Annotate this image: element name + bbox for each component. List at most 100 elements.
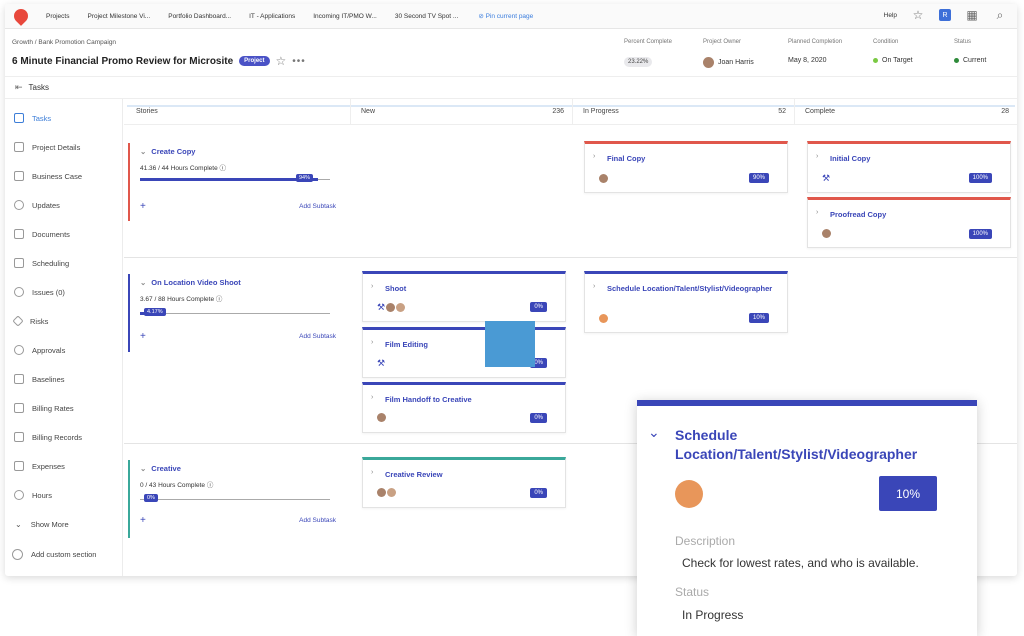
assignees: ⚒ xyxy=(377,358,385,369)
sidebar-item-baselines[interactable]: Baselines xyxy=(5,369,123,389)
sidebar-item-documents[interactable]: Documents xyxy=(5,224,123,244)
story-name: ⌄ Create Copy xyxy=(140,147,346,156)
assignee-avatar[interactable] xyxy=(377,413,386,422)
chevron-right-icon[interactable]: › xyxy=(816,153,819,160)
percent-complete-pill: 23.22% xyxy=(624,57,653,67)
sidebar-item-business-case[interactable]: Business Case xyxy=(5,166,123,186)
sidebar-item-expenses[interactable]: Expenses xyxy=(5,456,123,476)
search-icon[interactable]: ⌕ xyxy=(996,7,1004,22)
grid-menu-icon[interactable]: ▦ xyxy=(966,8,978,22)
tab-it-applications[interactable]: IT - Applications xyxy=(249,12,296,20)
chevron-right-icon[interactable]: › xyxy=(593,283,596,290)
story-name: ⌄ Creative xyxy=(140,464,346,473)
top-navigation-bar: Projects Project Milestone Vi... Portfol… xyxy=(5,4,1017,29)
sidebar-item-billing-rates[interactable]: Billing Rates xyxy=(5,398,123,418)
assignee-avatar[interactable] xyxy=(396,303,406,312)
story-create-copy[interactable]: ⌄ Create Copy 41.36 / 44 Hours Complete ⓘ… xyxy=(128,143,346,221)
condition-value[interactable]: On Target xyxy=(873,57,913,64)
task-percent-badge: 10% xyxy=(748,313,769,323)
assignee-avatar[interactable] xyxy=(377,488,386,497)
assignee-avatar[interactable] xyxy=(387,488,396,497)
sidebar-item-label: Expenses xyxy=(32,461,65,471)
story-creative[interactable]: ⌄ Creative 0 / 43 Hours Complete ⓘ 0% + A… xyxy=(128,460,346,538)
sidebar-item-approvals[interactable]: Approvals xyxy=(5,340,123,360)
user-avatar[interactable]: R xyxy=(939,9,951,21)
add-subtask-link[interactable]: Add Subtask xyxy=(299,517,336,524)
task-card-shoot[interactable]: › Shoot ⚒ 0% xyxy=(362,271,566,322)
sidebar-item-add-custom-section[interactable]: Add custom section xyxy=(5,544,123,564)
assignees: ⚒ xyxy=(822,173,830,184)
chevron-down-icon[interactable]: ⌄ xyxy=(648,424,660,440)
more-options-icon[interactable]: ••• xyxy=(292,55,306,67)
story-on-location-video-shoot[interactable]: ⌄ On Location Video Shoot 3.67 / 88 Hours… xyxy=(128,274,346,352)
help-link[interactable]: Help xyxy=(883,11,897,19)
app-logo-icon[interactable] xyxy=(11,6,31,26)
task-card-schedule[interactable]: › Schedule Location/Talent/Stylist/Video… xyxy=(584,271,788,333)
info-icon[interactable]: ⓘ xyxy=(206,482,214,489)
tab-incoming-it-pmo[interactable]: Incoming IT/PMO W... xyxy=(313,12,377,20)
sidebar-item-label: Issues (0) xyxy=(32,287,65,297)
chevron-down-icon: ⌄ xyxy=(140,278,147,287)
task-card-creative-review[interactable]: › Creative Review 0% xyxy=(362,457,566,508)
project-owner-value[interactable]: Joan Harris xyxy=(703,57,754,68)
tab-project-milestone[interactable]: Project Milestone Vi... xyxy=(87,12,151,20)
assignee-avatar[interactable] xyxy=(675,480,703,508)
chevron-right-icon[interactable]: › xyxy=(816,209,819,216)
info-icon[interactable]: ⓘ xyxy=(219,165,227,172)
sidebar-item-tasks[interactable]: Tasks xyxy=(5,108,123,128)
favorite-star-icon[interactable]: ☆ xyxy=(275,54,287,68)
breadcrumb[interactable]: Growth / Bank Promotion Campaign xyxy=(12,39,117,46)
owner-name: Joan Harris xyxy=(718,59,754,66)
column-header-complete: Complete 28 xyxy=(795,99,1017,125)
add-subtask-plus-icon[interactable]: + xyxy=(140,331,146,342)
story-progress-tag: 4.17% xyxy=(144,308,166,316)
task-card-final-copy[interactable]: › Final Copy 90% xyxy=(584,141,788,193)
sidebar-item-label: Tasks xyxy=(32,113,52,123)
sidebar-item-issues[interactable]: Issues (0) xyxy=(5,282,123,302)
sidebar-item-updates[interactable]: Updates xyxy=(5,195,123,215)
info-icon[interactable]: ⓘ xyxy=(215,296,223,303)
assignee-avatar[interactable] xyxy=(386,303,396,312)
tab-tv-spot[interactable]: 30 Second TV Spot ... xyxy=(394,12,459,20)
column-label: Complete xyxy=(805,108,835,115)
sidebar-item-label: Project Details xyxy=(32,142,81,152)
planned-completion-value[interactable]: May 8, 2020 xyxy=(788,57,827,64)
popup-percent-badge[interactable]: 10% xyxy=(879,476,937,511)
assignee-avatar[interactable] xyxy=(599,174,608,183)
task-card-film-handoff[interactable]: › Film Handoff to Creative 0% xyxy=(362,382,566,433)
chevron-right-icon[interactable]: › xyxy=(371,394,374,401)
task-card-proofread-copy[interactable]: › Proofread Copy 100% xyxy=(807,197,1011,248)
tab-projects[interactable]: Projects xyxy=(46,12,70,20)
status-dot-icon xyxy=(954,58,959,63)
sidebar-item-show-more[interactable]: ⌄ Show More xyxy=(5,514,123,534)
add-subtask-plus-icon[interactable]: + xyxy=(140,515,146,526)
sidebar-item-label: Billing Rates xyxy=(32,403,74,413)
sidebar-item-project-details[interactable]: Project Details xyxy=(5,137,123,157)
task-card-film-editing[interactable]: › Film Editing ⚒ 0% xyxy=(362,327,566,378)
pin-current-page-link[interactable]: ⊘ Pin current page xyxy=(478,13,534,20)
wrench-icon: ⚒ xyxy=(377,302,386,312)
add-subtask-link[interactable]: Add Subtask xyxy=(299,203,336,210)
sidebar-item-label: Business Case xyxy=(32,171,83,181)
sidebar-item-scheduling[interactable]: Scheduling xyxy=(5,253,123,273)
assignee-avatar[interactable] xyxy=(822,229,831,238)
collapse-sidebar-icon[interactable]: ⇤ xyxy=(15,82,23,92)
star-icon[interactable]: ☆ xyxy=(912,8,924,22)
add-subtask-plus-icon[interactable]: + xyxy=(140,201,146,212)
chevron-right-icon[interactable]: › xyxy=(371,283,374,290)
sidebar-item-risks[interactable]: Risks xyxy=(5,311,123,331)
clock-icon xyxy=(14,490,24,500)
assignee-avatar[interactable] xyxy=(599,314,608,323)
sidebar-item-billing-records[interactable]: Billing Records xyxy=(5,427,123,447)
status-value[interactable]: Current xyxy=(954,57,986,64)
sidebar-item-hours[interactable]: Hours xyxy=(5,485,123,505)
tab-portfolio-dashboard[interactable]: Portfolio Dashboard... xyxy=(168,12,232,20)
chevron-right-icon[interactable]: › xyxy=(371,469,374,476)
chevron-right-icon[interactable]: › xyxy=(593,153,596,160)
task-card-initial-copy[interactable]: › Initial Copy ⚒ 100% xyxy=(807,141,1011,193)
task-percent-badge: 0% xyxy=(530,488,547,498)
add-subtask-link[interactable]: Add Subtask xyxy=(299,333,336,340)
board-top-line xyxy=(127,105,1015,107)
chevron-right-icon[interactable]: › xyxy=(371,339,374,346)
story-name-text: Creative xyxy=(151,464,181,473)
